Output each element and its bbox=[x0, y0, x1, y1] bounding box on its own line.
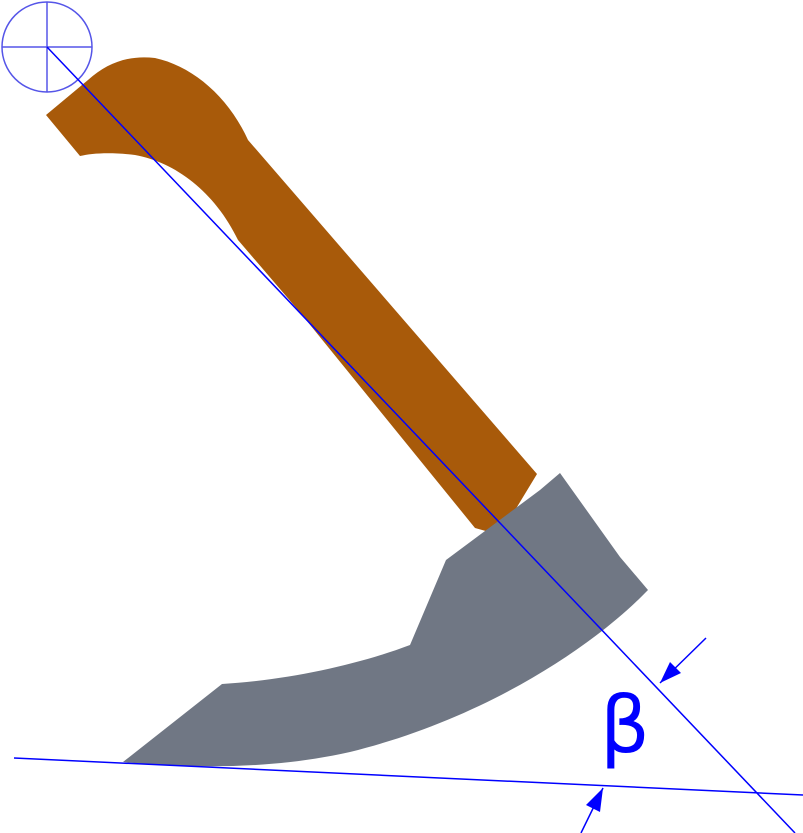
axis-line bbox=[46, 46, 796, 833]
handle bbox=[46, 57, 537, 535]
ground-arrowhead bbox=[586, 788, 603, 812]
blade bbox=[123, 473, 648, 767]
ground-line bbox=[13, 757, 803, 796]
axis-arrowhead bbox=[660, 662, 681, 683]
angle-label: β bbox=[600, 681, 650, 771]
